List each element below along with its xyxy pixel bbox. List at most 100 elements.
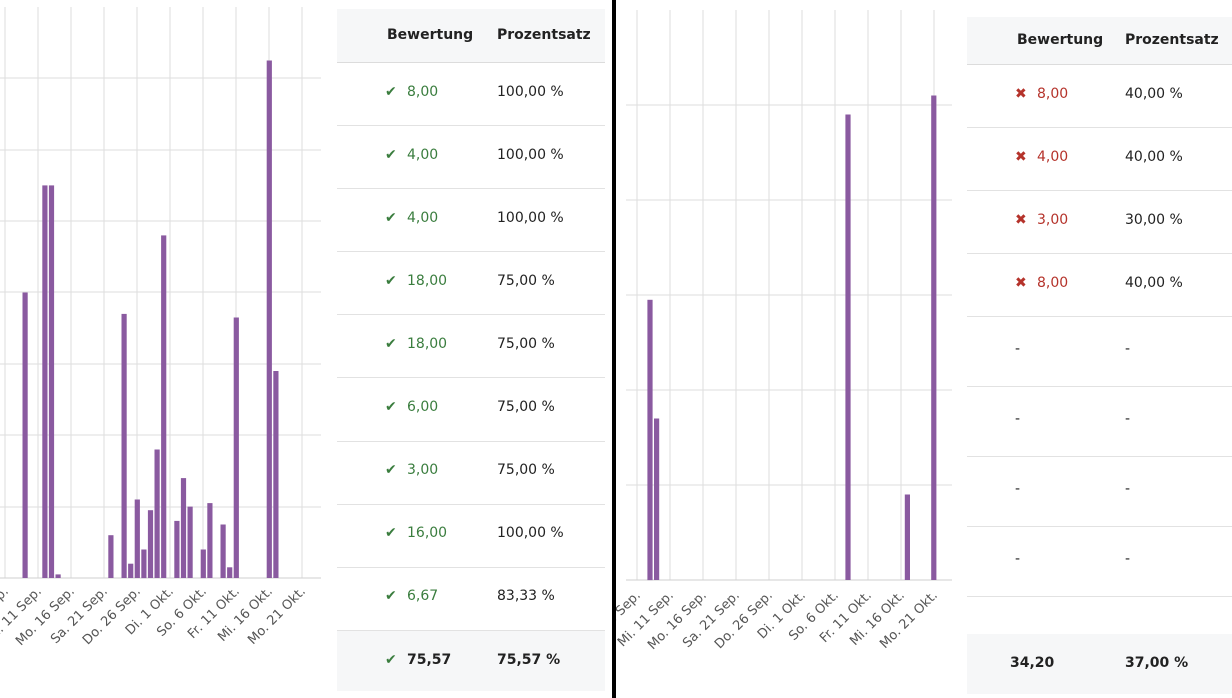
grade-cell: ✖ 8,00 xyxy=(1015,86,1068,102)
grade-cell: ✔ 18,00 xyxy=(385,336,447,352)
grade-cell: ✔ 18,00 xyxy=(385,273,447,289)
chart-bar[interactable] xyxy=(48,185,55,578)
grade-value: - xyxy=(1015,341,1021,357)
chart-bar[interactable] xyxy=(128,563,134,578)
grade-value: 4,00 xyxy=(407,209,439,226)
chart-bar[interactable] xyxy=(22,292,28,579)
chart-bar[interactable] xyxy=(207,503,213,578)
percent-cell: - xyxy=(1125,481,1131,497)
table-row: ✔ 18,00 75,00 % xyxy=(337,314,605,379)
grade-cell: ✖ 3,00 xyxy=(1015,212,1068,228)
left-grade-table: Bewertung Prozentsatz ✔ 8,00 100,00 % ✔ 4,00… xyxy=(337,9,605,698)
chart-bar[interactable] xyxy=(42,185,48,578)
check-icon: ✔ xyxy=(385,272,397,289)
percent-cell: 100,00 % xyxy=(497,146,564,163)
chart-bar[interactable] xyxy=(266,60,272,579)
percent-cell: 75,00 % xyxy=(497,399,555,416)
chart-bar[interactable] xyxy=(273,371,279,578)
grade-value: 6,00 xyxy=(407,399,439,416)
table-row: ✔ 16,00 100,00 % xyxy=(337,504,605,568)
table-row: ✖ 8,00 40,00 % xyxy=(967,64,1232,128)
grade-value: 18,00 xyxy=(407,272,448,289)
right-bar-chart: o. 6 Sep.Mi. 11 Sep.Mo. 16 Sep.Sa. 21 Se… xyxy=(616,10,952,653)
total-grade-cell: 34,20 xyxy=(1010,655,1054,671)
chart-bar[interactable] xyxy=(200,549,206,579)
total-percent: 75,57 % xyxy=(497,652,561,668)
grade-value: - xyxy=(1015,481,1021,497)
right-panel: o. 6 Sep.Mi. 11 Sep.Mo. 16 Sep.Sa. 21 Se… xyxy=(616,0,1232,698)
grade-value: 6,67 xyxy=(407,588,439,605)
table-row: ✔ 3,00 75,00 % xyxy=(337,441,605,505)
right-grade-table: Bewertung Prozentsatz ✖ 8,00 40,00 % ✖ 4,00 … xyxy=(967,17,1232,698)
header-percent[interactable]: Prozentsatz xyxy=(1125,31,1219,48)
table-row: ✔ 4,00 100,00 % xyxy=(337,188,605,253)
chart-bar[interactable] xyxy=(108,535,114,578)
table-row: ✔ 18,00 75,00 % xyxy=(337,251,605,316)
check-icon: ✔ xyxy=(385,399,397,416)
chart-bar[interactable] xyxy=(161,235,167,578)
table-row: - - xyxy=(967,316,1232,387)
chart-bar[interactable] xyxy=(180,478,187,578)
table-row: - - xyxy=(967,386,1232,457)
chart-bar[interactable] xyxy=(121,313,127,578)
percent-cell: 75,00 % xyxy=(497,462,555,479)
percent-cell: - xyxy=(1125,551,1131,567)
table-total-row: ✔ 75,57 75,57 % xyxy=(337,631,605,691)
chart-bar[interactable] xyxy=(654,418,660,581)
grade-value: 8,00 xyxy=(1037,85,1069,102)
percent-cell: 40,00 % xyxy=(1125,85,1183,102)
percent-cell: 100,00 % xyxy=(497,209,564,226)
percent-cell: 30,00 % xyxy=(1125,211,1183,228)
chart-bar[interactable] xyxy=(55,574,61,578)
left-bar-chart: o. 6 Sep.Mi. 11 Sep.Mo. 16 Sep.Sa. 21 Se… xyxy=(0,7,321,649)
table-header: Bewertung Prozentsatz xyxy=(337,9,605,63)
check-icon: ✔ xyxy=(385,209,397,226)
total-grade: 75,57 xyxy=(407,652,452,668)
chart-bar[interactable] xyxy=(233,317,239,579)
chart-bar[interactable] xyxy=(147,510,154,578)
check-icon: ✔ xyxy=(385,588,397,605)
chart-bar[interactable] xyxy=(174,520,180,578)
table-row: ✖ 4,00 40,00 % xyxy=(967,127,1232,191)
grade-value: 18,00 xyxy=(407,335,448,352)
chart-bar[interactable] xyxy=(904,494,910,581)
grade-cell: ✔ 4,00 xyxy=(385,147,438,163)
table-row: ✔ 6,00 75,00 % xyxy=(337,378,605,442)
header-grade[interactable]: Bewertung xyxy=(387,26,474,43)
chart-bar[interactable] xyxy=(141,549,147,579)
chart-bar[interactable] xyxy=(154,449,160,579)
chart-bar[interactable] xyxy=(187,506,193,578)
chart-bars xyxy=(22,60,279,579)
header-percent[interactable]: Prozentsatz xyxy=(497,26,591,43)
total-grade-cell: ✔ 75,57 xyxy=(385,652,451,668)
percent-cell: 100,00 % xyxy=(497,83,564,100)
chart-bar[interactable] xyxy=(134,499,140,579)
chart-bar[interactable] xyxy=(227,567,233,578)
chart-bar[interactable] xyxy=(647,299,653,581)
chart-bar[interactable] xyxy=(931,95,937,581)
grade-cell: ✖ 8,00 xyxy=(1015,275,1068,291)
grade-cell: - xyxy=(1015,411,1020,427)
percent-cell: 75,00 % xyxy=(497,272,555,289)
cross-icon: ✖ xyxy=(1015,211,1027,228)
grade-cell: ✔ 16,00 xyxy=(385,525,447,541)
grade-value: 4,00 xyxy=(407,146,439,163)
grade-value: 8,00 xyxy=(1037,274,1069,291)
chart-bars xyxy=(647,95,937,581)
chart-bar[interactable] xyxy=(220,524,226,579)
chart-gridlines xyxy=(0,7,321,578)
grade-value: - xyxy=(1015,551,1021,567)
grade-value: 8,00 xyxy=(407,83,439,100)
check-icon: ✔ xyxy=(385,146,397,163)
table-total-row: 34,20 37,00 % xyxy=(967,634,1232,694)
left-panel: o. 6 Sep.Mi. 11 Sep.Mo. 16 Sep.Sa. 21 Se… xyxy=(0,0,612,698)
total-grade: 34,20 xyxy=(1010,655,1055,671)
grade-value: 16,00 xyxy=(407,525,448,542)
header-grade[interactable]: Bewertung xyxy=(1017,31,1104,48)
grade-cell: - xyxy=(1015,481,1020,497)
grade-cell: - xyxy=(1015,551,1020,567)
chart-gridlines xyxy=(626,10,952,580)
total-percent: 37,00 % xyxy=(1125,655,1189,671)
grade-value: - xyxy=(1015,411,1021,427)
chart-bar[interactable] xyxy=(845,114,851,581)
